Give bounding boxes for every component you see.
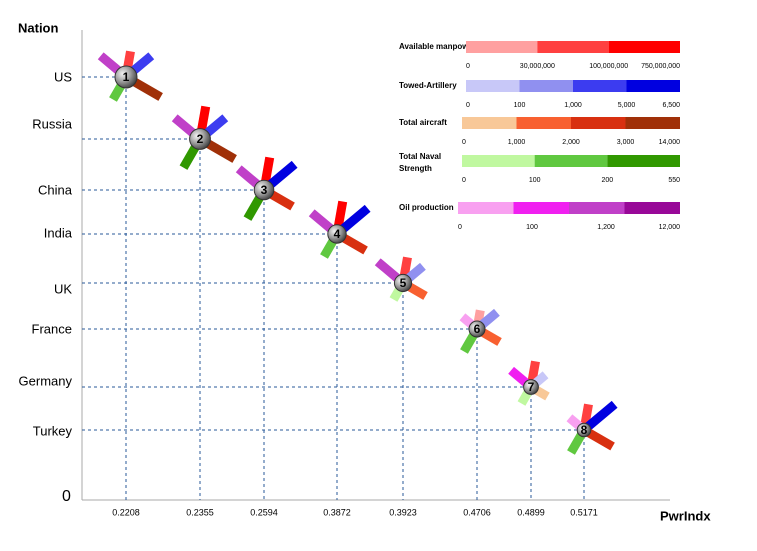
- legend-tick-label: 100,000,000: [589, 63, 628, 70]
- legend-segment: [608, 41, 680, 53]
- legend-segment: [573, 80, 627, 92]
- legend-tick-label: 1,200: [597, 224, 615, 231]
- legend-segment: [462, 155, 535, 167]
- legend-tick-label: 550: [668, 177, 680, 184]
- legend-tick-label: 12,000: [659, 224, 681, 231]
- x-tick-label: 0.3872: [323, 507, 351, 517]
- legend-segment: [534, 155, 608, 167]
- x-tick-label: 0.4706: [463, 507, 491, 517]
- rank-label: 1: [123, 70, 130, 84]
- legend-tick-label: 0: [462, 177, 466, 184]
- nation-label: US: [54, 69, 72, 84]
- legend-segment: [537, 41, 609, 53]
- rank-label: 3: [261, 183, 268, 197]
- nation-label: Russia: [32, 116, 73, 131]
- nation-label: UK: [54, 281, 72, 296]
- plot: US 0.2208 1 Russia 0.2355 2 China 0.2594 3 India 0…: [19, 50, 618, 517]
- legend-tick-label: 0: [466, 63, 470, 70]
- nation-label: China: [38, 182, 73, 197]
- legend-tick-label: 0: [458, 224, 462, 231]
- rank-label: 7: [528, 380, 535, 394]
- rank-ball: [327, 224, 347, 244]
- legend-segment: [462, 117, 517, 129]
- rank-ball: [253, 179, 275, 201]
- rank-label: 5: [400, 276, 407, 290]
- x-tick-label: 0.5171: [570, 507, 598, 517]
- legend-tick-label: 100: [514, 102, 526, 109]
- legend-segment: [458, 202, 514, 214]
- legend-segment: [466, 41, 538, 53]
- legend: Available manpower 0 30,000,000 100,000,000…: [399, 41, 680, 231]
- rank-ball: [114, 65, 138, 89]
- legend-tick-label: 1,000: [564, 102, 582, 109]
- legend-tick-label: 3,000: [617, 139, 635, 146]
- x-tick-label: 0.4899: [517, 507, 545, 517]
- legend-title: Total Naval Strength: [399, 152, 441, 173]
- legend-title: Available manpower: [399, 42, 476, 51]
- x-tick-label: 0.2355: [186, 507, 214, 517]
- origin-label: 0: [62, 488, 71, 505]
- legend-title: Total aircraft: [399, 118, 447, 127]
- rank-label: 4: [334, 227, 341, 241]
- nation-label: Turkey: [33, 423, 73, 438]
- rank-label: 6: [474, 322, 481, 336]
- legend-segment: [626, 80, 680, 92]
- x-title: PwrIndx: [660, 508, 711, 523]
- legend-segment: [519, 80, 573, 92]
- rank-ball: [468, 320, 486, 338]
- nation-label: Germany: [19, 373, 73, 388]
- nation-label: France: [32, 321, 72, 336]
- legend-tick-label: 14,000: [659, 139, 681, 146]
- legend-segment: [571, 117, 626, 129]
- legend-segment: [513, 202, 569, 214]
- legend-tick-label: 0: [466, 102, 470, 109]
- x-tick-label: 0.2594: [250, 507, 278, 517]
- legend-title: Towed-Artillery: [399, 81, 457, 90]
- legend-segment: [624, 202, 680, 214]
- rank-ball: [393, 273, 413, 293]
- rank-label: 8: [581, 423, 588, 437]
- legend-segment: [466, 80, 520, 92]
- legend-tick-label: 0: [462, 139, 466, 146]
- rank-ball: [189, 128, 211, 150]
- legend-segment: [516, 117, 571, 129]
- legend-tick-label: 100: [526, 224, 538, 231]
- legend-tick-label: 1,000: [508, 139, 526, 146]
- legend-segment: [625, 117, 680, 129]
- legend-tick-label: 100: [529, 177, 541, 184]
- x-tick-label: 0.2208: [112, 507, 140, 517]
- legend-tick-label: 30,000,000: [520, 63, 555, 70]
- y-title: Nation: [18, 20, 59, 35]
- legend-tick-label: 2,000: [562, 139, 580, 146]
- legend-tick-label: 5,000: [618, 102, 636, 109]
- legend-title: Oil production: [399, 203, 454, 212]
- legend-tick-label: 6,500: [662, 102, 680, 109]
- legend-segment: [607, 155, 680, 167]
- legend-segment: [569, 202, 625, 214]
- x-tick-label: 0.3923: [389, 507, 417, 517]
- rank-label: 2: [197, 132, 204, 146]
- rank-ball: [523, 379, 539, 395]
- legend-tick-label: 200: [601, 177, 613, 184]
- nation-label: India: [44, 225, 73, 240]
- legend-tick-label: 750,000,000: [641, 63, 680, 70]
- rank-ball: [576, 422, 592, 438]
